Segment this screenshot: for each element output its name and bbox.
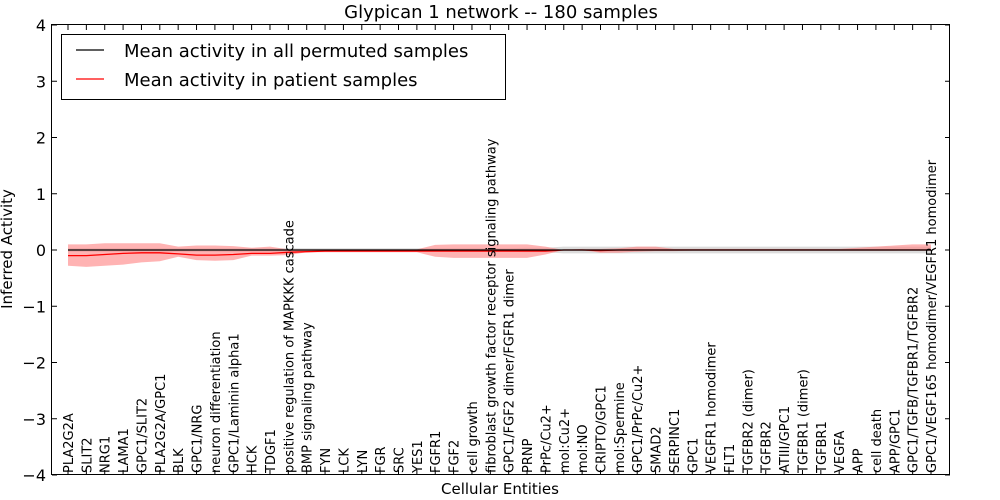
x-tick-label: GPC1/FGF2 dimer/FGFR1 dimer: [503, 269, 518, 473]
x-tick-label: GPC1/NRG: [191, 405, 206, 473]
y-tick-label: −3: [22, 410, 46, 429]
x-tick-label: GPC1/TGFB/TGFBR1/TGFBR2: [907, 287, 922, 473]
x-tick-label: SLIT2: [80, 437, 95, 473]
y-tick-label: −1: [22, 297, 46, 316]
x-tick-label: GPC1/SLIT2: [135, 398, 150, 473]
x-tick-label: FLT1: [723, 444, 738, 473]
x-tick-label: TGFBR2: [760, 421, 775, 474]
x-tick-label: TGFBR1: [815, 421, 830, 474]
x-tick-label: TDGF1: [264, 429, 279, 474]
x-tick-label: VEGFR1 homodimer: [705, 342, 720, 473]
chart-title: Glypican 1 network -- 180 samples: [344, 2, 658, 23]
x-tick-label: VEGFA: [833, 431, 848, 473]
x-tick-label: GPC1/PrPc/Cu2+: [631, 365, 646, 473]
legend-box: [61, 34, 506, 100]
x-tick-label: FGR: [374, 446, 389, 473]
legend: Mean activity in all permuted samples Me…: [61, 34, 506, 100]
band-series-1: [68, 243, 931, 267]
x-tick-label: fibroblast growth factor receptor signal…: [484, 138, 499, 473]
x-axis: PLA2G2A SLIT2 NRG1 LAMA1 GPC1/SLIT2 PLA2G2A/G…: [62, 25, 940, 475]
x-tick-label: TGFBR1 (dimer): [797, 369, 812, 474]
y-axis-label: Inferred Activity: [0, 189, 16, 309]
x-tick-label: LCK: [337, 448, 352, 473]
x-tick-label: BLK: [172, 448, 187, 473]
x-axis-label: Cellular Entities: [441, 480, 559, 498]
y-tick-label: 0: [36, 241, 46, 260]
x-tick-label: mol:NO: [576, 424, 591, 473]
x-tick-label: cell death: [870, 409, 885, 473]
x-tick-label: PLA2G2A/GPC1: [154, 374, 169, 473]
y-axis: 4 3 2 1 0 −1 −2 −3 −4: [22, 16, 950, 485]
x-tick-label: PrPc/Cu2+: [539, 404, 554, 473]
x-tick-label: FYN: [319, 448, 334, 473]
legend-label-patient: Mean activity in patient samples: [124, 70, 418, 91]
y-tick-label: 3: [36, 72, 46, 91]
x-tick-label: TGFBR2 (dimer): [741, 369, 756, 474]
x-tick-label: APP/GPC1: [888, 409, 903, 473]
x-tick-label: mol:Cu2+: [558, 408, 573, 473]
x-tick-label: HCK: [246, 445, 261, 473]
x-tick-label: LYN: [356, 450, 371, 473]
x-tick-label: LAMA1: [117, 428, 132, 473]
x-tick-label: NRG1: [99, 436, 114, 473]
x-tick-label: FGFR1: [429, 431, 444, 473]
y-tick-label: 2: [36, 129, 46, 148]
y-tick-label: −2: [22, 354, 46, 373]
x-tick-label: GPC1/VEGF165 homodimer/VEGFR1 homodimer: [925, 159, 940, 473]
x-tick-label: neuron differentiation: [209, 331, 224, 473]
x-tick-label: SMAD2: [650, 426, 665, 473]
x-tick-label: CRIPTO/GPC1: [595, 385, 610, 473]
x-tick-label: PLA2G2A: [62, 413, 77, 473]
x-tick-label: GPC1: [686, 438, 701, 473]
x-tick-label: SERPINC1: [668, 409, 683, 473]
x-tick-label: YES1: [411, 440, 426, 474]
series-lines: [68, 249, 931, 257]
x-tick-label: mol:Spermine: [613, 382, 628, 473]
x-tick-label: BMP signaling pathway: [301, 322, 316, 473]
y-tick-label: 1: [36, 185, 46, 204]
y-tick-label: −4: [22, 466, 46, 485]
x-tick-label: GPC1/Laminin alpha1: [227, 333, 242, 473]
x-tick-label: SRC: [393, 447, 408, 473]
x-tick-label: APP: [852, 448, 867, 473]
x-tick-label: positive regulation of MAPKKK cascade: [282, 220, 297, 473]
legend-label-permuted: Mean activity in all permuted samples: [124, 41, 468, 62]
x-tick-label: ATIII/GPC1: [778, 406, 793, 473]
x-tick-label: FGF2: [448, 440, 463, 473]
x-tick-label: PRNP: [521, 438, 536, 473]
x-tick-label: cell growth: [466, 401, 481, 473]
y-tick-label: 4: [36, 16, 46, 35]
